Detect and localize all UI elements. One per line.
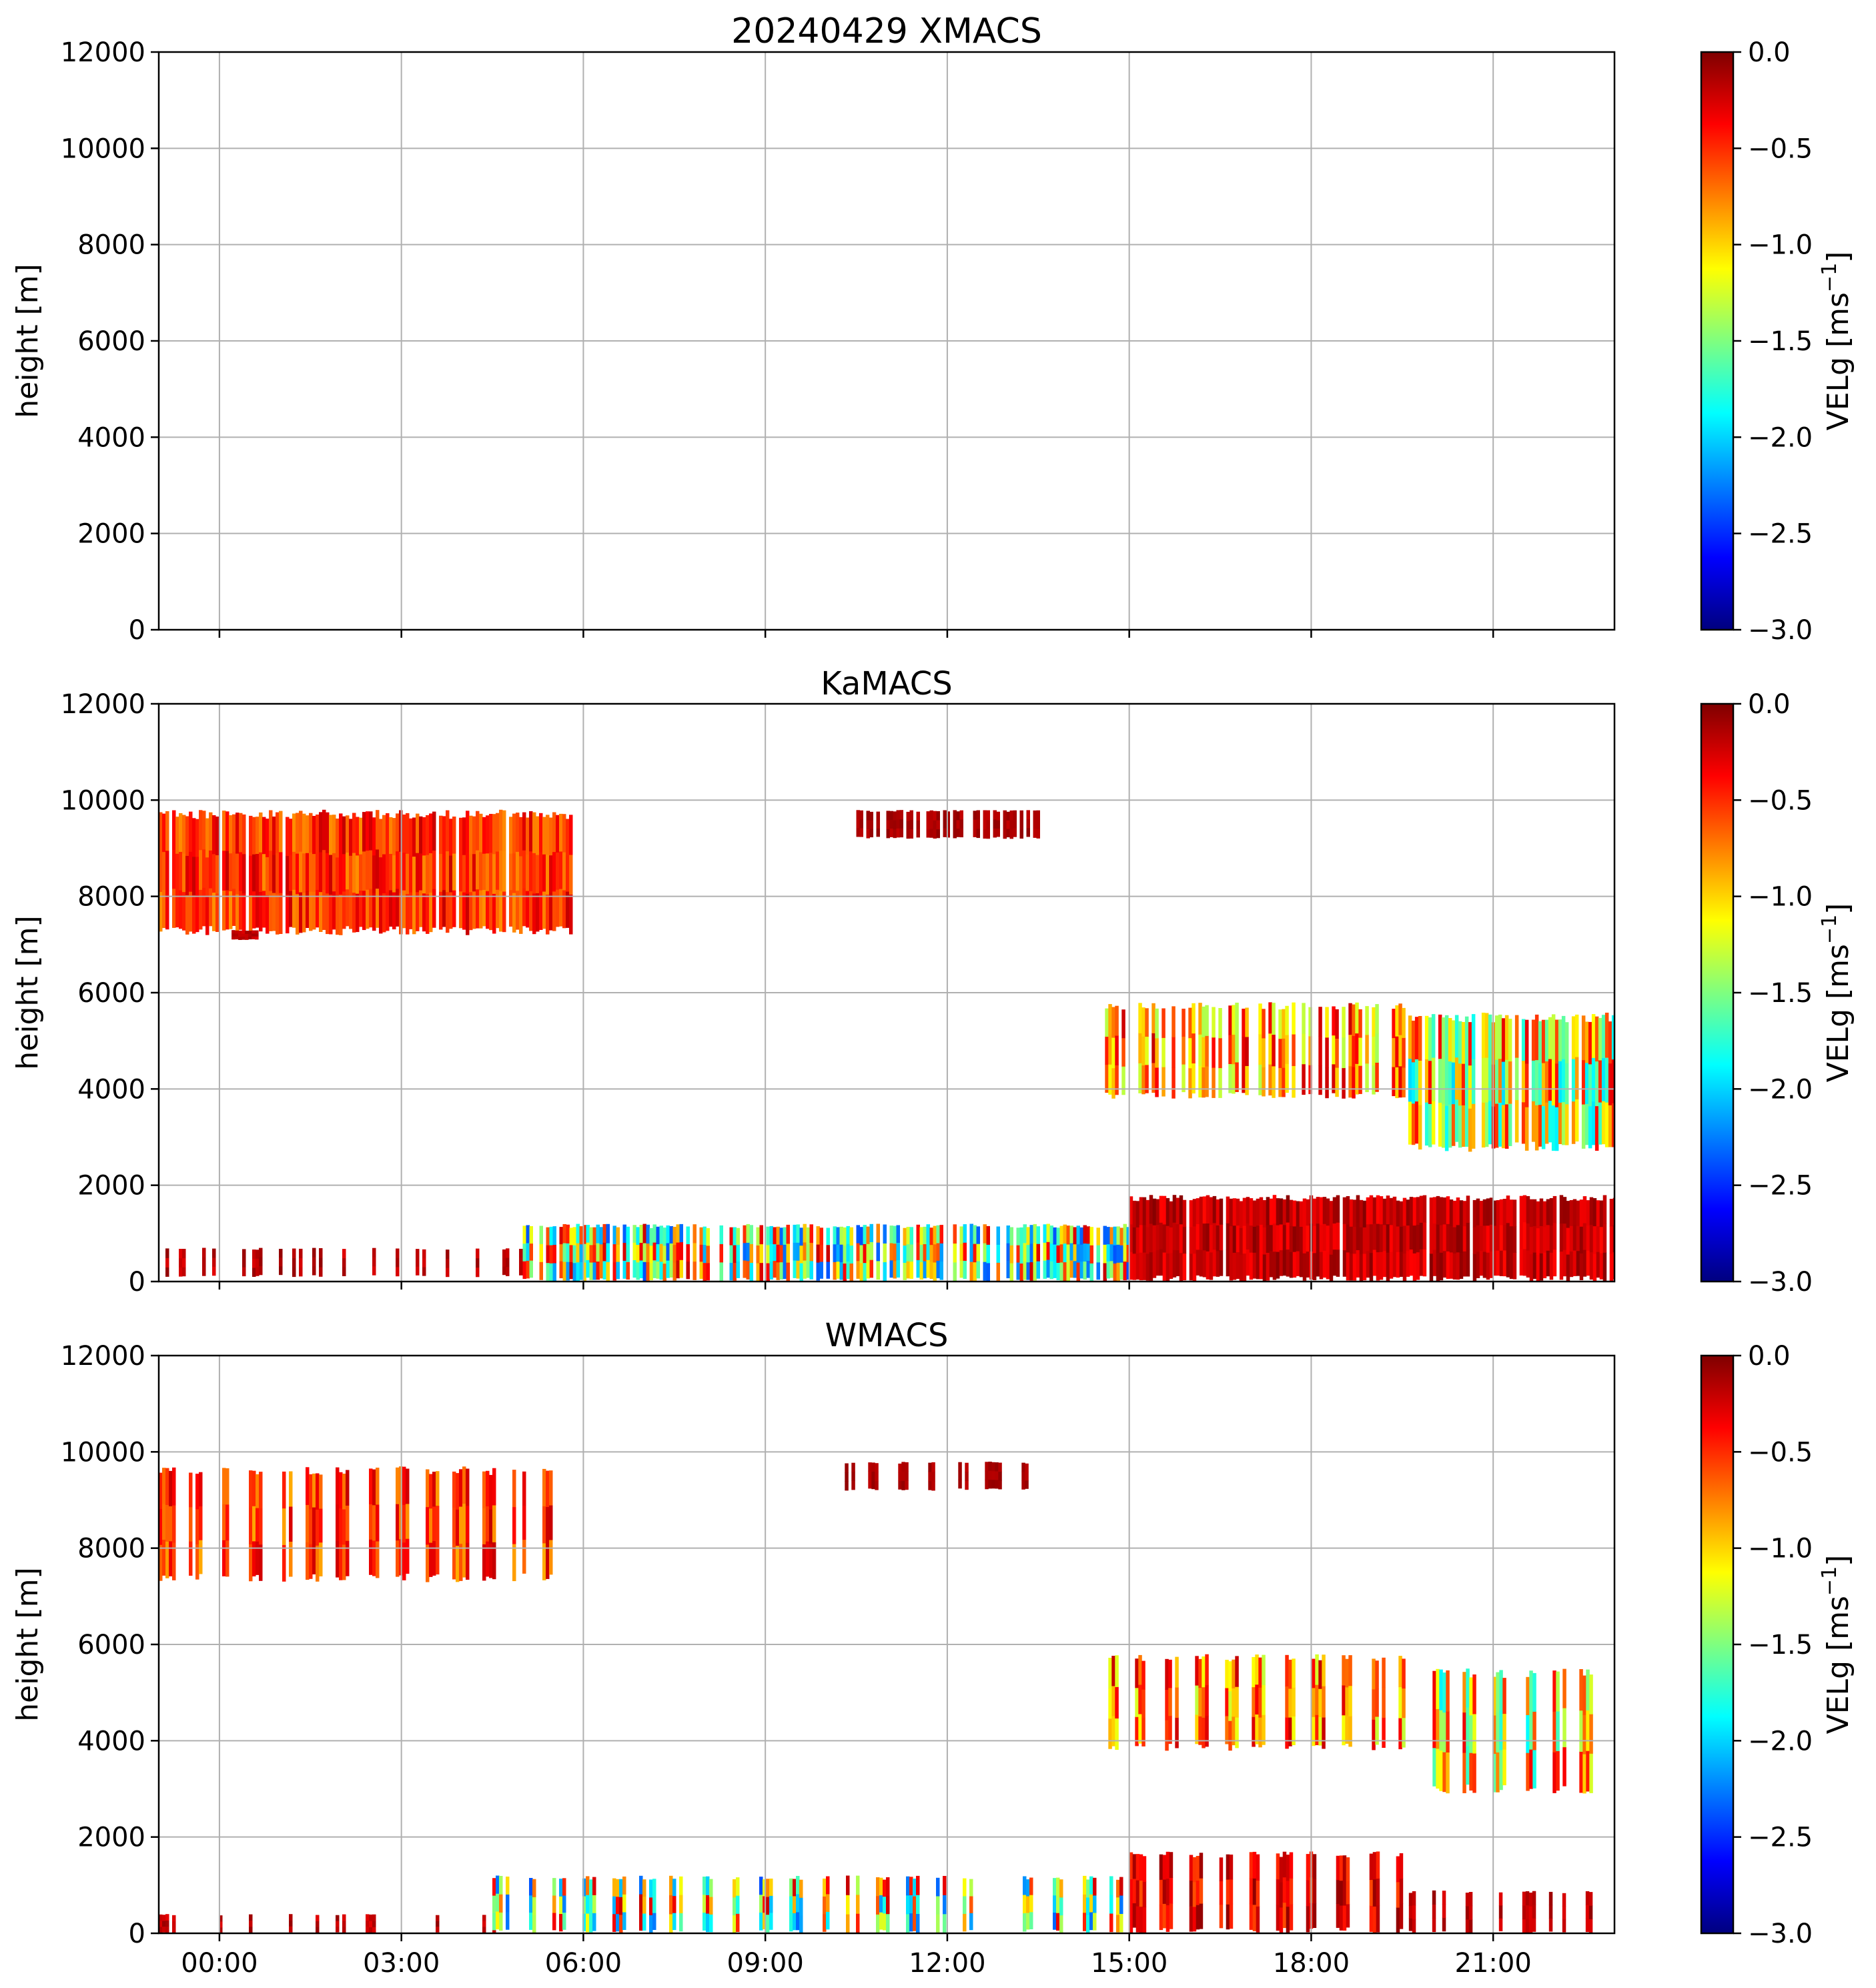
y-tick-label: 10000 [61, 785, 145, 816]
colorbar-label: VELg [ms−1] [1818, 252, 1855, 431]
y-tick-label: 12000 [61, 37, 145, 68]
echo-region [1129, 1851, 1404, 1933]
y-axis-label: height [m] [11, 915, 45, 1069]
colorbar: 0.0 −0.5 −1.0 −1.5 −2.0 −2.5 −3.0 VELg [ms−1] [1700, 1341, 1855, 1949]
colorbar-tick-label: −1.0 [1748, 882, 1813, 913]
y-tick-label: 2000 [77, 519, 145, 550]
panel-20240429-xmacs: 0 2000 4000 6000 8000 10000 12000 height [m] 202… [11, 11, 1855, 646]
y-tick-label: 4000 [77, 1726, 145, 1757]
colorbar: 0.0 −0.5 −1.0 −1.5 −2.0 −2.5 −3.0 VELg [ms−1] [1700, 37, 1855, 646]
colorbar: 0.0 −0.5 −1.0 −1.5 −2.0 −2.5 −3.0 VELg [ms−1] [1700, 689, 1855, 1298]
y-tick-label: 2000 [77, 1823, 145, 1853]
colorbar-tick-label: −2.5 [1748, 1171, 1813, 1201]
panel-title: WMACS [825, 1317, 949, 1354]
x-tick-label: 12:00 [909, 1948, 985, 1979]
colorbar-tick-label: −1.0 [1748, 230, 1813, 261]
echo-region [231, 930, 259, 940]
colorbar-gradient [1700, 51, 1735, 631]
colorbar-gradient [1700, 1354, 1735, 1935]
colorbar-tick-label: 0.0 [1748, 37, 1791, 68]
colorbar-tick-label: −1.5 [1748, 326, 1813, 357]
data-layer [159, 1462, 1593, 1933]
echo-region [1129, 1195, 1614, 1282]
panel-title: 20240429 XMACS [731, 11, 1042, 51]
colorbar-tick-label: −1.5 [1748, 978, 1813, 1009]
y-tick-label: 0 [129, 615, 145, 646]
data-layer [159, 809, 1614, 1282]
colorbar-tick-label: −3.0 [1748, 1267, 1813, 1298]
echo-region [522, 1223, 1130, 1282]
x-tick-label: 21:00 [1455, 1948, 1532, 1979]
y-tick-label: 10000 [61, 1437, 145, 1468]
grid [159, 703, 1614, 1282]
colorbar-tick-label: −2.0 [1748, 422, 1813, 453]
colorbar-tick-label: −0.5 [1748, 133, 1813, 164]
colorbar-tick-label: −2.0 [1748, 1074, 1813, 1105]
colorbar-tick-label: −1.5 [1748, 1630, 1813, 1660]
colorbar-label: VELg [ms−1] [1818, 1555, 1855, 1734]
panel-title: KaMACS [821, 665, 952, 702]
colorbar-tick-label: −2.5 [1748, 519, 1813, 550]
x-tick-label: 09:00 [727, 1948, 804, 1979]
y-tick-label: 4000 [77, 422, 145, 453]
y-tick-label: 4000 [77, 1074, 145, 1105]
colorbar-tick-label: −3.0 [1748, 1919, 1813, 1949]
colorbar-tick-label: 0.0 [1748, 689, 1791, 720]
panel-wmacs: 0 2000 4000 6000 8000 10000 12000 00:00 03:00 06:… [11, 1317, 1855, 1979]
x-tick-label: 00:00 [181, 1948, 258, 1979]
colorbar-label: VELg [ms−1] [1818, 903, 1855, 1083]
echo-region [492, 1875, 1123, 1933]
y-axis-label: height [m] [11, 264, 45, 418]
panel-kamacs: 0 2000 4000 6000 8000 10000 12000 height [m] KaM… [11, 665, 1855, 1298]
y-tick-label: 2000 [77, 1171, 145, 1201]
echo-region [165, 1248, 523, 1278]
y-axis-label: height [m] [11, 1567, 45, 1721]
echo-region [856, 810, 1040, 839]
echo-region [159, 809, 573, 935]
colorbar-tick-label: 0.0 [1748, 1341, 1791, 1372]
echo-region [1108, 1654, 1406, 1751]
y-tick-label: 6000 [77, 326, 145, 357]
y-tick-label: 6000 [77, 1630, 145, 1660]
y-tick-label: 10000 [61, 133, 145, 164]
x-tick-label: 06:00 [545, 1948, 622, 1979]
echo-region [159, 1466, 553, 1582]
colorbar-gradient [1700, 702, 1735, 1283]
colorbar-tick-label: −2.5 [1748, 1823, 1813, 1853]
y-tick-label: 0 [129, 1267, 145, 1298]
x-tick-label: 15:00 [1091, 1948, 1167, 1979]
echo-region [1408, 1013, 1614, 1152]
echo-region [1408, 1890, 1593, 1933]
y-tick-label: 12000 [61, 1341, 145, 1372]
y-tick-label: 0 [129, 1919, 145, 1949]
y-tick-label: 8000 [77, 1534, 145, 1564]
echo-region [845, 1462, 1029, 1491]
y-tick-label: 8000 [77, 882, 145, 913]
colorbar-tick-label: −0.5 [1748, 1437, 1813, 1468]
y-tick-label: 6000 [77, 978, 145, 1009]
echo-region [1105, 1002, 1406, 1099]
x-tick-label: 18:00 [1273, 1948, 1350, 1979]
y-tick-label: 12000 [61, 689, 145, 720]
colorbar-tick-label: −0.5 [1748, 785, 1813, 816]
echo-region [1432, 1668, 1593, 1794]
x-tick-label: 03:00 [363, 1948, 440, 1979]
colorbar-tick-label: −3.0 [1748, 615, 1813, 646]
colorbar-tick-label: −2.0 [1748, 1726, 1813, 1757]
colorbar-tick-label: −1.0 [1748, 1534, 1813, 1564]
y-tick-label: 8000 [77, 230, 145, 261]
